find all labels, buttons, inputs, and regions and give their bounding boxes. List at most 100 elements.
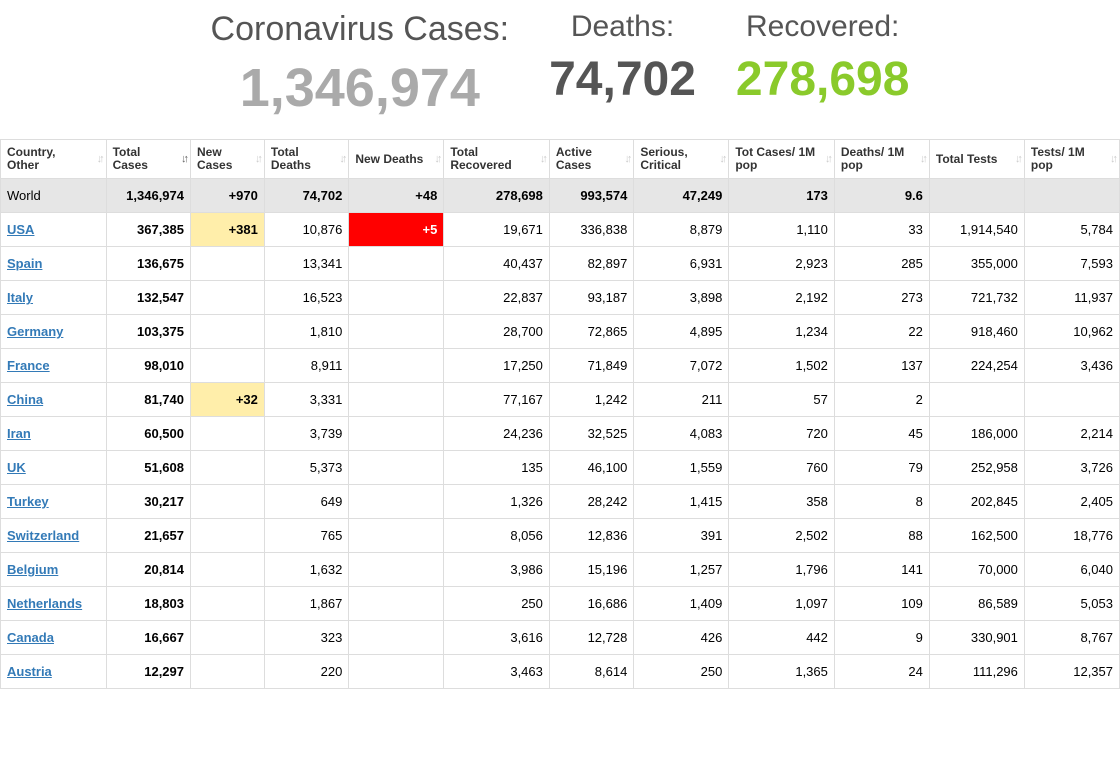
countries-table: Country, Other↓↑Total Cases↓↑New Cases↓↑… — [0, 139, 1120, 689]
country-link[interactable]: Turkey — [7, 494, 49, 509]
country-link[interactable]: China — [7, 392, 43, 407]
data-cell — [349, 553, 444, 587]
country-link[interactable]: UK — [7, 460, 26, 475]
data-cell: 391 — [634, 519, 729, 553]
country-cell[interactable]: Spain — [1, 247, 107, 281]
country-link[interactable]: Canada — [7, 630, 54, 645]
table-row: Spain136,67513,34140,43782,8976,9312,923… — [1, 247, 1120, 281]
country-link[interactable]: Germany — [7, 324, 63, 339]
data-cell: 720 — [729, 417, 835, 451]
data-cell: 1,559 — [634, 451, 729, 485]
data-cell: 1,914,540 — [929, 213, 1024, 247]
stat-deaths: Deaths: 74,702 — [549, 10, 696, 107]
sort-icon: ↓↑ — [624, 153, 629, 165]
data-cell: 51,608 — [106, 451, 190, 485]
data-cell — [349, 587, 444, 621]
data-cell: 1,365 — [729, 655, 835, 689]
column-header[interactable]: Total Cases↓↑ — [106, 140, 190, 179]
column-header[interactable]: New Cases↓↑ — [191, 140, 265, 179]
data-cell: 45 — [834, 417, 929, 451]
country-link[interactable]: Switzerland — [7, 528, 79, 543]
country-cell[interactable]: Netherlands — [1, 587, 107, 621]
country-link[interactable]: Austria — [7, 664, 52, 679]
data-cell: 70,000 — [929, 553, 1024, 587]
country-cell[interactable]: Iran — [1, 417, 107, 451]
column-header[interactable]: Total Tests↓↑ — [929, 140, 1024, 179]
data-cell: 202,845 — [929, 485, 1024, 519]
data-cell: 721,732 — [929, 281, 1024, 315]
data-cell: 8,056 — [444, 519, 550, 553]
column-header[interactable]: Total Deaths↓↑ — [264, 140, 348, 179]
country-cell[interactable]: Turkey — [1, 485, 107, 519]
data-cell: 1,867 — [264, 587, 348, 621]
data-cell: 40,437 — [444, 247, 550, 281]
country-cell[interactable]: Austria — [1, 655, 107, 689]
column-header-label: Country, Other — [7, 145, 55, 172]
data-cell: 22,837 — [444, 281, 550, 315]
data-cell: 86,589 — [929, 587, 1024, 621]
column-header[interactable]: Tot Cases/ 1M pop↓↑ — [729, 140, 835, 179]
column-header[interactable]: Active Cases↓↑ — [549, 140, 633, 179]
table-head: Country, Other↓↑Total Cases↓↑New Cases↓↑… — [1, 140, 1120, 179]
data-cell: 367,385 — [106, 213, 190, 247]
data-cell: 28,242 — [549, 485, 633, 519]
country-cell[interactable]: Italy — [1, 281, 107, 315]
data-cell: 355,000 — [929, 247, 1024, 281]
column-header[interactable]: Serious, Critical↓↑ — [634, 140, 729, 179]
sort-icon: ↓↑ — [434, 153, 439, 165]
column-header-label: Tests/ 1M pop — [1031, 145, 1085, 172]
data-cell: 5,053 — [1024, 587, 1119, 621]
country-cell[interactable]: Belgium — [1, 553, 107, 587]
data-cell: 3,726 — [1024, 451, 1119, 485]
data-cell: 71,849 — [549, 349, 633, 383]
stat-cases-value: 1,346,974 — [211, 57, 510, 119]
sort-icon: ↓↑ — [540, 153, 545, 165]
country-cell[interactable]: USA — [1, 213, 107, 247]
column-header[interactable]: Deaths/ 1M pop↓↑ — [834, 140, 929, 179]
data-cell: 3,739 — [264, 417, 348, 451]
country-cell[interactable]: France — [1, 349, 107, 383]
data-cell: 7,593 — [1024, 247, 1119, 281]
country-link[interactable]: USA — [7, 222, 34, 237]
data-cell — [349, 315, 444, 349]
table-row: USA367,385+38110,876+519,671336,8388,879… — [1, 213, 1120, 247]
table-row: Netherlands18,8031,86725016,6861,4091,09… — [1, 587, 1120, 621]
data-cell: 98,010 — [106, 349, 190, 383]
table-row: Italy132,54716,52322,83793,1873,8982,192… — [1, 281, 1120, 315]
country-link[interactable]: France — [7, 358, 50, 373]
stat-cases-label: Coronavirus Cases: — [211, 10, 510, 49]
country-link[interactable]: Iran — [7, 426, 31, 441]
country-cell[interactable]: Canada — [1, 621, 107, 655]
data-cell: 1,810 — [264, 315, 348, 349]
data-cell: 12,297 — [106, 655, 190, 689]
data-cell: 285 — [834, 247, 929, 281]
data-cell: 109 — [834, 587, 929, 621]
country-link[interactable]: Italy — [7, 290, 33, 305]
data-cell: 10,962 — [1024, 315, 1119, 349]
stats-header: Coronavirus Cases: 1,346,974 Deaths: 74,… — [0, 0, 1120, 139]
country-cell[interactable]: UK — [1, 451, 107, 485]
country-cell[interactable]: China — [1, 383, 107, 417]
country-link[interactable]: Spain — [7, 256, 42, 271]
data-cell: 72,865 — [549, 315, 633, 349]
country-cell[interactable]: Switzerland — [1, 519, 107, 553]
country-link[interactable]: Belgium — [7, 562, 58, 577]
data-cell: 20,814 — [106, 553, 190, 587]
data-cell: 79 — [834, 451, 929, 485]
data-cell — [349, 621, 444, 655]
data-cell: 442 — [729, 621, 835, 655]
column-header-label: Total Deaths — [271, 145, 311, 172]
column-header[interactable]: Tests/ 1M pop↓↑ — [1024, 140, 1119, 179]
data-cell: 82,897 — [549, 247, 633, 281]
data-cell — [349, 519, 444, 553]
country-cell[interactable]: Germany — [1, 315, 107, 349]
data-cell: 273 — [834, 281, 929, 315]
column-header[interactable]: Country, Other↓↑ — [1, 140, 107, 179]
data-cell: 3,986 — [444, 553, 550, 587]
column-header[interactable]: Total Recovered↓↑ — [444, 140, 550, 179]
country-link[interactable]: Netherlands — [7, 596, 82, 611]
data-cell: 4,083 — [634, 417, 729, 451]
data-cell: 918,460 — [929, 315, 1024, 349]
data-cell: 250 — [634, 655, 729, 689]
column-header[interactable]: New Deaths↓↑ — [349, 140, 444, 179]
